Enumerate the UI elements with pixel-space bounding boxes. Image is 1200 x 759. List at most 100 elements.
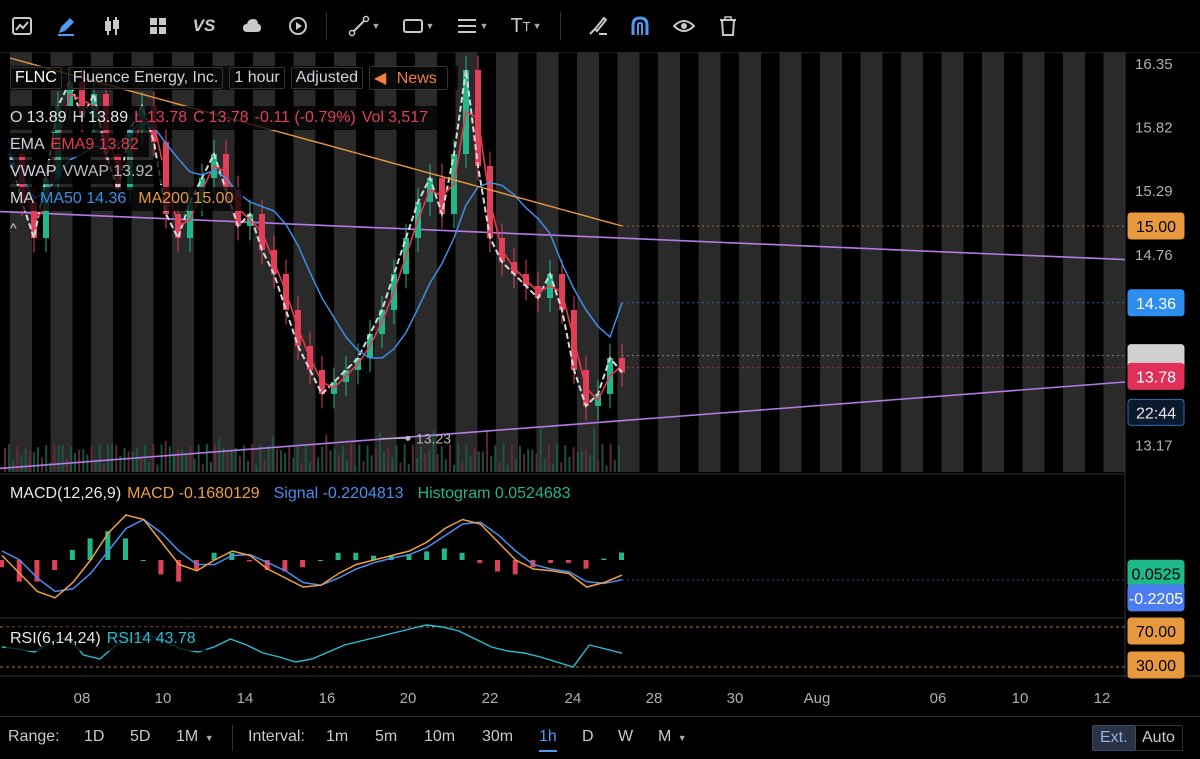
interval-d[interactable]: D: [582, 728, 594, 745]
macd-histogram-bar: [69, 549, 75, 560]
session-band: [455, 52, 478, 472]
range-5d[interactable]: 5D: [130, 728, 151, 745]
interval-m[interactable]: M ▼: [658, 728, 687, 746]
volume-bar: [280, 450, 283, 472]
volume-bar: [617, 445, 620, 472]
interval-30m[interactable]: 30m: [482, 728, 514, 745]
low-value: 13.78: [147, 109, 188, 126]
interval-label[interactable]: 1 hour: [229, 67, 285, 89]
interval-1m[interactable]: 1m: [326, 728, 349, 745]
interval-1h[interactable]: 1h: [539, 728, 557, 752]
chevron-down-icon: ▼: [677, 733, 687, 743]
session-band: [779, 52, 802, 472]
histogram-value: Histogram 0.0524683: [417, 485, 571, 502]
volume-bar: [90, 445, 93, 472]
macd-histogram-bar: [211, 552, 217, 560]
volume-bar: [218, 438, 221, 472]
volume-bar: [148, 461, 151, 472]
price-chart[interactable]: 13.23 16.35 15.82 15.29 14.76 13.17 08 10 14 16 2…: [0, 52, 1200, 716]
volume-bar: [94, 459, 97, 472]
eye-icon[interactable]: [668, 10, 700, 42]
volume-bar: [584, 448, 587, 472]
volume-bar: [378, 432, 381, 472]
macd-legend[interactable]: MACD(12,26,9) MACD -0.1680129 Signal -0.…: [6, 482, 581, 506]
macd-histogram-bar: [264, 560, 270, 571]
volume-bar: [461, 461, 464, 472]
low-label: L: [134, 109, 144, 126]
range-1m[interactable]: 1M ▼: [176, 728, 214, 746]
volume-bar: [135, 447, 138, 472]
volume-bar: [325, 434, 328, 472]
volume-bar: [317, 457, 320, 472]
signal-value: Signal -0.2204813: [273, 485, 404, 502]
auto-scale-toggle[interactable]: Auto: [1134, 725, 1183, 751]
fib-tool-icon[interactable]: ▼: [457, 19, 489, 33]
symbol-label[interactable]: FLNC: [10, 67, 62, 89]
y-tick-label: 15.29: [1135, 183, 1173, 200]
candlestick-icon[interactable]: [96, 10, 128, 42]
y-tick-label: 13.17: [1135, 438, 1173, 455]
macd-signal-tag: -0.2205: [1129, 591, 1183, 608]
macd-histogram-bar: [424, 551, 430, 560]
macd-signal-tag-bg: [1127, 584, 1185, 612]
volume-bar: [82, 448, 85, 472]
range-label: Range:: [8, 728, 60, 745]
volume-bar: [564, 444, 567, 472]
brush-icon[interactable]: [582, 10, 614, 42]
volume-bar: [127, 451, 130, 472]
macd-histogram-bar: [601, 558, 607, 560]
interval-w[interactable]: W: [618, 728, 634, 745]
vwap-label: VWAP: [10, 163, 57, 180]
ema-legend[interactable]: EMA EMA9 13.82: [6, 133, 149, 157]
macd-hist-tag: 0.0525: [1132, 566, 1181, 583]
volume-bar: [383, 452, 386, 472]
session-band: [658, 52, 680, 472]
volume-bar: [296, 444, 299, 472]
vwap-legend[interactable]: VWAP VWAP 13.92: [6, 160, 164, 184]
interval-5m[interactable]: 5m: [375, 728, 398, 745]
text-tool-icon[interactable]: T T ▼: [510, 14, 542, 37]
vs-text: VS: [192, 16, 216, 35]
compare-vs-button[interactable]: VS: [188, 10, 220, 42]
rsi-high-tag-bg: [1127, 617, 1185, 645]
pencil-icon[interactable]: [50, 10, 82, 42]
volume-bar: [374, 448, 377, 472]
volume-bar: [251, 444, 254, 472]
rsi-line: [1, 624, 623, 668]
trash-icon[interactable]: [712, 10, 744, 42]
interval-10m[interactable]: 10m: [424, 728, 456, 745]
adjusted-label[interactable]: Adjusted: [290, 67, 363, 89]
volume-bar: [28, 450, 31, 472]
volume-bar: [65, 458, 68, 472]
volume-bar: [230, 451, 233, 472]
news-button[interactable]: ◀ News: [368, 66, 448, 90]
x-tick-label: 28: [646, 690, 663, 707]
macd-signal-line: [1, 518, 623, 593]
grid-icon[interactable]: [142, 10, 174, 42]
macd-histogram-bar: [477, 560, 483, 563]
legend-collapse-button[interactable]: ^: [6, 216, 27, 240]
session-band: [374, 52, 397, 472]
magnet-icon[interactable]: [624, 10, 656, 42]
extended-hours-toggle[interactable]: Ext.: [1092, 725, 1136, 751]
range-1d[interactable]: 1D: [84, 728, 105, 745]
rectangle-tool-icon[interactable]: ▼: [396, 10, 440, 42]
session-band: [1103, 52, 1126, 472]
ma-legend[interactable]: MA MA50 14.36 MA200 15.00: [6, 187, 244, 211]
volume-bar: [275, 448, 278, 472]
chart-icon[interactable]: [6, 10, 38, 42]
volume-bar: [486, 429, 489, 472]
volume-bar: [20, 455, 23, 472]
volume-bar: [181, 449, 184, 472]
session-band: [415, 52, 437, 472]
rsi-legend[interactable]: RSI(6,14,24) RSI14 43.78: [6, 627, 206, 651]
macd-histogram-bar: [282, 560, 288, 572]
interval-label: Interval:: [248, 728, 305, 745]
replay-icon[interactable]: [282, 10, 314, 42]
volume-bar: [354, 465, 357, 472]
volume-bar: [362, 460, 365, 472]
cloud-icon[interactable]: [236, 10, 268, 42]
volume-bar: [226, 451, 229, 472]
volume-bar: [271, 436, 274, 472]
line-tool-icon[interactable]: ▼: [342, 10, 386, 42]
